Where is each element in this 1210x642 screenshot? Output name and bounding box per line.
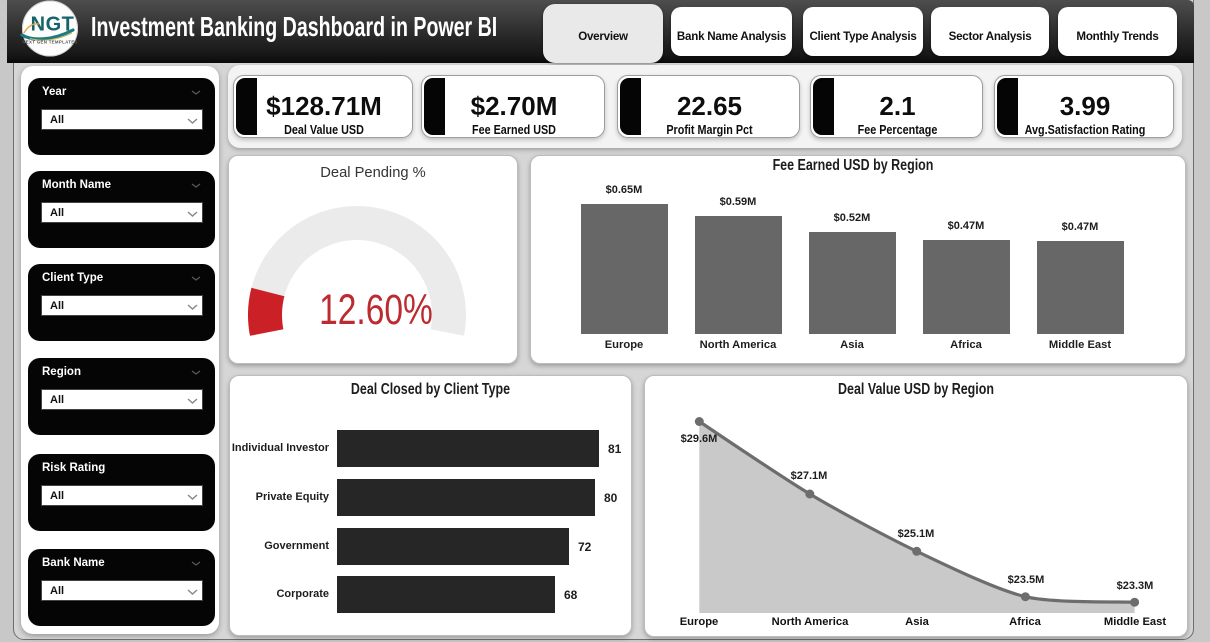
svg-text:NEXT GEN TEMPLATES: NEXT GEN TEMPLATES <box>22 40 77 45</box>
svg-text:NGT: NGT <box>31 14 75 36</box>
